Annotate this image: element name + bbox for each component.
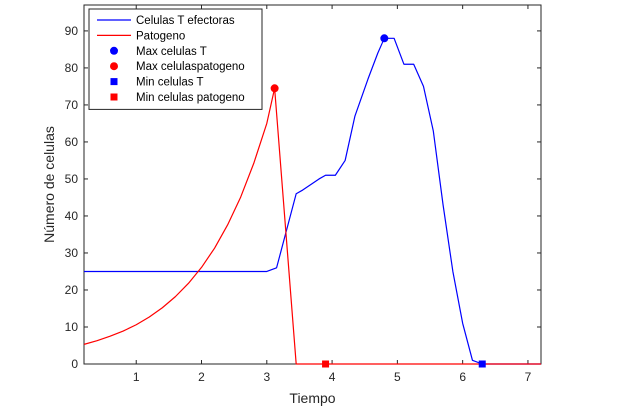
legend-circle-swatch: [110, 62, 118, 71]
x-tick-label: 4: [329, 370, 336, 384]
legend-label: Min celulas T: [136, 77, 204, 89]
series-3-marker: [270, 84, 279, 93]
legend-entry: Min celulas patogeno: [110, 92, 245, 104]
legend-box: [88, 8, 263, 110]
y-tick-label: 70: [65, 98, 79, 112]
x-tick-label: 6: [459, 370, 466, 384]
legend-label: Max celulaspatogeno: [136, 61, 245, 73]
legend-square-swatch: [110, 93, 118, 101]
series-0-line: [84, 37, 541, 365]
legend-entry: Max celulaspatogeno: [110, 61, 245, 73]
legend-label: Patogeno: [136, 30, 185, 42]
legend-label: Min celulas patogeno: [136, 92, 245, 104]
x-tick-label: 5: [394, 370, 401, 384]
x-tick-label: 7: [525, 370, 532, 384]
y-tick-label: 80: [65, 61, 79, 75]
y-tick-label: 40: [65, 209, 79, 223]
legend-label: Celulas T efectoras: [136, 15, 235, 27]
axis-labels: Tiempo Número de celulas: [41, 126, 336, 406]
legend-square-swatch: [110, 78, 118, 86]
y-tick-label: 0: [71, 357, 78, 371]
y-tick-label: 20: [65, 283, 79, 297]
y-tick-label: 60: [65, 135, 79, 149]
y-axis-label: Número de celulas: [41, 126, 57, 243]
legend-entry: Patogeno: [97, 30, 185, 42]
y-tick-label: 50: [65, 172, 79, 186]
x-tick-label: 2: [198, 370, 205, 384]
legend: Celulas T efectoras Patogeno Max celulas T…: [88, 8, 263, 110]
x-tick-label: 3: [263, 370, 270, 384]
legend-label: Max celulas T: [136, 46, 207, 58]
legend-entry: Max celulas T: [110, 46, 207, 58]
y-tick-label: 30: [65, 246, 79, 260]
y-tick-label: 10: [65, 320, 79, 334]
x-tick-label: 1: [133, 370, 140, 384]
series-2-marker: [380, 34, 389, 43]
series-layer: [83, 34, 541, 368]
series-5-marker: [322, 360, 330, 368]
series-4-marker: [478, 360, 486, 368]
legend-entry: Celulas T efectoras: [97, 15, 235, 27]
legend-entry: Min celulas T: [110, 77, 204, 89]
y-tick-label: 90: [65, 24, 79, 38]
x-axis-label: Tiempo: [289, 390, 335, 406]
legend-circle-swatch: [110, 46, 118, 55]
